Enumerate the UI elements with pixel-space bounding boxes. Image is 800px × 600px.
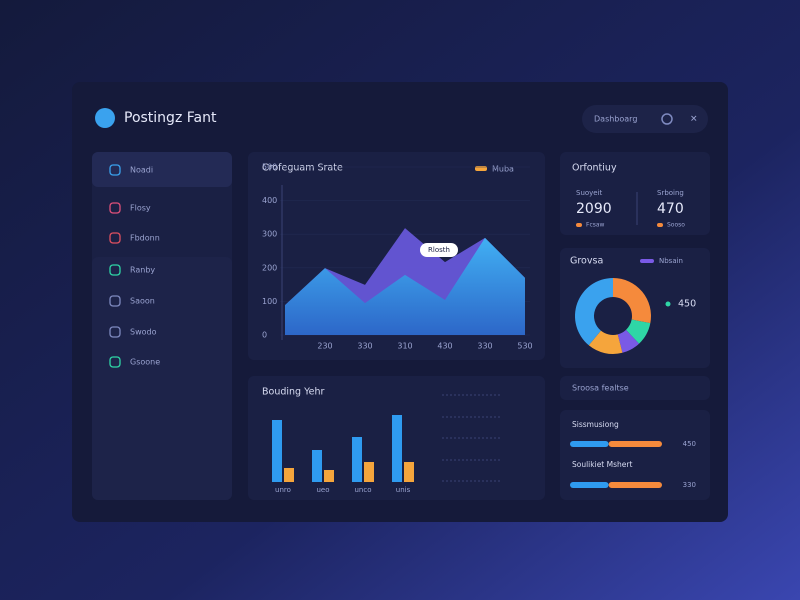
nav-label[interactable]: Flosy — [130, 204, 151, 213]
bar — [404, 462, 414, 482]
donut-chart — [575, 278, 651, 354]
nav-label[interactable]: Noadi — [130, 166, 153, 175]
search-text: Dashboarg — [594, 115, 637, 124]
donut-slice — [575, 278, 613, 346]
area-series — [285, 237, 525, 335]
refresh-icon[interactable] — [661, 113, 673, 125]
nav-label[interactable]: Gsoone — [130, 358, 160, 367]
donut-legend: Nbsain — [659, 257, 683, 265]
x-tick-label: 330 — [477, 342, 492, 351]
callout — [420, 243, 458, 257]
y-tick-label: 200 — [262, 263, 277, 272]
search-box[interactable] — [582, 105, 708, 133]
sidebar-section — [92, 257, 232, 500]
stat-note: Sooso — [667, 222, 685, 229]
nav-label[interactable]: Saoon — [130, 297, 155, 306]
bar — [352, 437, 362, 482]
bar-legend — [442, 394, 500, 482]
logo — [95, 108, 115, 128]
donut-title: Grovsa — [570, 256, 603, 267]
bar — [284, 468, 294, 482]
nav-icon[interactable] — [109, 202, 121, 214]
nav-icon[interactable] — [109, 164, 121, 176]
nav-icon[interactable] — [109, 232, 121, 244]
x-tick-label: 330 — [357, 342, 372, 351]
progress-panel — [560, 410, 710, 500]
stat-label: Srboing — [657, 189, 684, 197]
bar — [364, 462, 374, 482]
donut-slice — [588, 330, 623, 354]
nav-icon[interactable] — [109, 264, 121, 276]
stats-panel — [560, 152, 710, 235]
legend-dot — [665, 301, 671, 307]
bar — [324, 470, 334, 482]
nav-icon[interactable] — [109, 295, 121, 307]
legend-swatch — [640, 259, 654, 263]
stat-swatch — [576, 223, 582, 227]
legend-label: Muba — [492, 165, 514, 174]
app-title: Postingz Fant — [124, 110, 217, 126]
progress-segment — [570, 441, 609, 447]
x-tick-label: 530 — [517, 342, 532, 351]
x-tick-label: unro — [275, 486, 291, 494]
nav-label[interactable]: Swodo — [130, 328, 157, 337]
bar — [312, 450, 322, 482]
progress: Sissmusiong 450 Soulikiet Mshert 330 — [570, 420, 696, 489]
progress-label: Soulikiet Mshert — [572, 460, 632, 469]
progress-label: Sissmusiong — [572, 420, 619, 429]
donut-slice — [613, 278, 651, 324]
y-tick-label: 100 — [262, 297, 277, 306]
stat-label: Suoyeit — [576, 189, 603, 197]
x-tick-label: 310 — [397, 342, 412, 351]
x-tick-label: ueo — [316, 486, 329, 494]
callout-text: Rlosth — [428, 246, 450, 254]
donut-label: 450 — [678, 299, 696, 310]
info-panel — [560, 376, 710, 400]
nav-label[interactable]: Fbdonn — [130, 234, 160, 243]
bar — [392, 415, 402, 482]
area-chart: 0 100 200 300 400 500 230 330 310 430 330 530 Rlosth — [262, 163, 533, 351]
y-tick-label: 0 — [262, 331, 267, 340]
stats-title: Orfontiuy — [572, 163, 617, 174]
progress-value: 330 — [683, 481, 696, 489]
nav-icon[interactable] — [109, 356, 121, 368]
x-tick-label: unis — [396, 486, 411, 494]
y-tick-label: 500 — [262, 163, 277, 172]
progress-segment — [608, 482, 662, 488]
nav-label[interactable]: Ranby — [130, 266, 155, 275]
bar — [272, 420, 282, 482]
donut-slice — [626, 319, 651, 344]
stat-note: Fcsaw — [586, 222, 605, 229]
area-title: Crofeguam Srate — [262, 163, 343, 174]
stat-swatch — [657, 223, 663, 227]
close-icon[interactable]: ✕ — [690, 115, 698, 125]
x-tick-label: 430 — [437, 342, 452, 351]
stats: Suoyeit 2090 Fcsaw Srboing 470 Sooso — [576, 189, 685, 229]
progress-segment — [570, 482, 609, 488]
progress-value: 450 — [683, 440, 696, 448]
nav-icon[interactable] — [109, 326, 121, 338]
y-tick-label: 300 — [262, 230, 277, 239]
stat-value: 470 — [657, 201, 684, 217]
bar-title: Bouding Yehr — [262, 387, 324, 398]
y-tick-label: 400 — [262, 196, 277, 205]
bar-chart: unro ueo unco unis — [272, 415, 414, 494]
x-tick-label: 230 — [317, 342, 332, 351]
stat-value: 2090 — [576, 201, 612, 217]
x-tick-label: unco — [354, 486, 371, 494]
info-title: Sroosa fealtse — [572, 384, 629, 393]
progress-segment — [608, 441, 662, 447]
sidebar-active — [92, 152, 232, 187]
donut-slice — [617, 329, 640, 353]
sidebar-items: Noadi Flosy Fbdonn Ranby Saoon Swodo Gsoone — [109, 164, 160, 368]
